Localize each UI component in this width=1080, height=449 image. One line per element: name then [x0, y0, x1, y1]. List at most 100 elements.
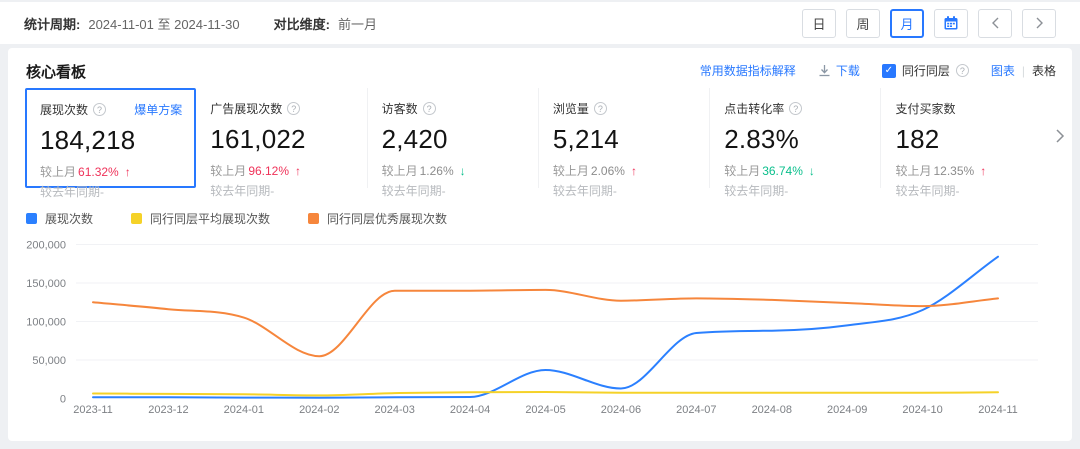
line-chart-canvas: 200,000 150,000 100,000 50,000 0 2023-11 2023-…	[26, 240, 1038, 416]
trend-arrow-icon: ↑	[124, 164, 131, 179]
granularity-button[interactable]: 周	[846, 8, 880, 38]
metric-value: 5,214	[552, 124, 619, 154]
download-icon	[819, 65, 830, 77]
granularity-button[interactable]: 日	[802, 8, 836, 38]
page-title: 核心看板	[26, 64, 87, 81]
compare-dimension-label: 对比维度:	[273, 16, 330, 32]
metric-mom-row: 较上月 2.06% ↑	[553, 162, 699, 179]
x-axis-tick: 2024-07	[676, 404, 716, 416]
mom-percent: 96.12%	[248, 163, 290, 178]
mom-label: 较上月	[895, 164, 932, 178]
stat-period: 统计周期: 2024-11-01 至 2024-11-30	[24, 14, 240, 33]
chart-line-series	[92, 391, 999, 397]
y-axis-tick: 50,000	[32, 355, 66, 367]
peer-layer-toggle: ✓ 同行同层 ?	[881, 62, 969, 79]
legend-label: 展现次数	[45, 212, 94, 226]
date-toolbar: 统计周期: 2024-11-01 至 2024-11-30 对比维度: 前一月 …	[0, 2, 1080, 44]
metric-cards-row: 展现次数 ? 爆单方案 184,218 较上月 61.32% ↑ 较去年同期- 广告…	[25, 88, 1053, 199]
calendar-button[interactable]	[934, 8, 968, 38]
legend-swatch-icon	[131, 213, 143, 224]
mom-percent: 2.06%	[590, 163, 625, 178]
y-axis-tick: 0	[60, 394, 66, 406]
metric-mom-row: 较上月 61.32% ↑	[40, 163, 184, 180]
legend-item[interactable]: 同行同层优秀展现次数	[308, 210, 447, 227]
legend-label: 同行同层优秀展现次数	[327, 212, 448, 226]
metric-yoy-row: 较去年同期-	[40, 185, 104, 199]
metric-info-icon[interactable]: ?	[789, 102, 803, 115]
x-axis-tick: 2024-04	[450, 404, 490, 416]
metric-card[interactable]: 广告展现次数 ? 161,022 较上月 96.12% ↑ 较去年同期-	[196, 88, 368, 198]
legend-item[interactable]: 同行同层平均展现次数	[131, 210, 270, 227]
next-period-button[interactable]	[1022, 8, 1056, 38]
metric-card[interactable]: 点击转化率 ? 2.83% 较上月 36.74% ↓ 较去年同期-	[710, 88, 882, 198]
metric-value: 161,022	[210, 124, 306, 154]
metric-value: 182	[895, 124, 940, 154]
metric-value: 2,420	[381, 124, 448, 154]
metric-mom-row: 较上月 1.26% ↓	[382, 162, 528, 179]
chart-line-series	[92, 288, 999, 358]
mom-label: 较上月	[40, 165, 77, 179]
metric-info-icon[interactable]: ?	[93, 103, 107, 116]
chevron-right-icon	[1056, 129, 1065, 143]
x-axis-tick: 2023-11	[73, 404, 113, 416]
mom-percent: 36.74%	[762, 163, 803, 178]
compare-dimension-value: 前一月	[337, 16, 377, 32]
stat-period-value: 2024-11-01 至 2024-11-30	[88, 16, 240, 32]
metric-mom-row: 较上月 12.35% ↑	[895, 162, 1042, 179]
peer-info-icon[interactable]: ?	[955, 64, 969, 77]
x-axis-tick: 2024-10	[902, 404, 942, 416]
mom-label: 较上月	[552, 164, 589, 178]
metric-yoy-row: 较去年同期-	[724, 184, 789, 198]
metric-explain-link[interactable]: 常用数据指标解释	[699, 64, 796, 78]
stat-period-label: 统计周期:	[24, 16, 81, 32]
granularity-controls: 日周月	[802, 8, 1056, 38]
y-axis-tick: 100,000	[26, 317, 66, 329]
peer-layer-checkbox[interactable]: ✓	[881, 63, 896, 78]
legend-item[interactable]: 展现次数	[26, 210, 93, 227]
core-dashboard-panel: 核心看板 常用数据指标解释 下载 ✓ 同行同层 ? 图表 | 表格 展现次数 ?…	[8, 48, 1072, 441]
burst-plan-link[interactable]: 爆单方案	[134, 103, 183, 117]
metric-title: 浏览量	[552, 102, 589, 116]
trend-arrow-icon: ↓	[459, 163, 466, 178]
mom-label: 较上月	[381, 164, 418, 178]
legend-swatch-icon	[26, 213, 37, 224]
mom-percent: 1.26%	[419, 163, 454, 178]
metric-card[interactable]: 浏览量 ? 5,214 较上月 2.06% ↑ 较去年同期-	[538, 88, 711, 198]
trend-arrow-icon: ↑	[295, 163, 302, 178]
metric-card[interactable]: 访客数 ? 2,420 较上月 1.26% ↓ 较去年同期-	[367, 88, 539, 198]
download-button[interactable]: 下载	[818, 62, 860, 79]
panel-toolbar: 常用数据指标解释 下载 ✓ 同行同层 ? 图表 | 表格	[700, 62, 1056, 79]
x-axis-tick: 2024-11	[978, 404, 1018, 416]
mom-percent: 61.32%	[78, 164, 119, 179]
metric-info-icon[interactable]: ?	[287, 102, 301, 115]
download-label: 下载	[835, 64, 860, 78]
metric-info-icon[interactable]: ?	[593, 102, 607, 115]
metric-value: 184,218	[40, 125, 136, 155]
metric-title: 点击转化率	[724, 102, 785, 116]
x-axis-tick: 2023-12	[148, 404, 188, 416]
x-axis-tick: 2024-01	[224, 404, 264, 416]
metric-yoy-row: 较去年同期-	[381, 184, 446, 198]
metric-card[interactable]: 展现次数 ? 爆单方案 184,218 较上月 61.32% ↑ 较去年同期-	[25, 88, 197, 199]
metric-info-icon[interactable]: ?	[422, 102, 436, 115]
legend-swatch-icon	[308, 213, 320, 224]
y-axis-tick: 150,000	[26, 278, 66, 290]
trend-arrow-icon: ↑	[980, 163, 987, 178]
metric-mom-row: 较上月 96.12% ↑	[210, 162, 356, 179]
cards-next-button[interactable]	[1052, 124, 1068, 148]
chevron-left-icon	[991, 17, 998, 29]
compare-dimension: 对比维度: 前一月	[274, 14, 377, 33]
metric-card[interactable]: 支付买家数 182 较上月 12.35% ↑ 较去年同期-	[881, 88, 1053, 198]
x-axis-tick: 2024-08	[752, 404, 792, 416]
mom-label: 较上月	[724, 164, 761, 178]
view-table-tab[interactable]: 表格	[1031, 64, 1056, 78]
x-axis-tick: 2024-03	[374, 404, 414, 416]
x-axis-tick: 2024-09	[827, 404, 867, 416]
view-chart-tab[interactable]: 图表	[990, 64, 1015, 78]
view-switch-divider: |	[1021, 63, 1025, 78]
prev-period-button[interactable]	[978, 8, 1012, 38]
chevron-right-icon	[1036, 17, 1043, 29]
granularity-button[interactable]: 月	[890, 8, 924, 38]
metric-title: 展现次数	[40, 103, 89, 117]
trend-chart: 200,000 150,000 100,000 50,000 0 2023-11 2023-…	[8, 230, 1072, 435]
